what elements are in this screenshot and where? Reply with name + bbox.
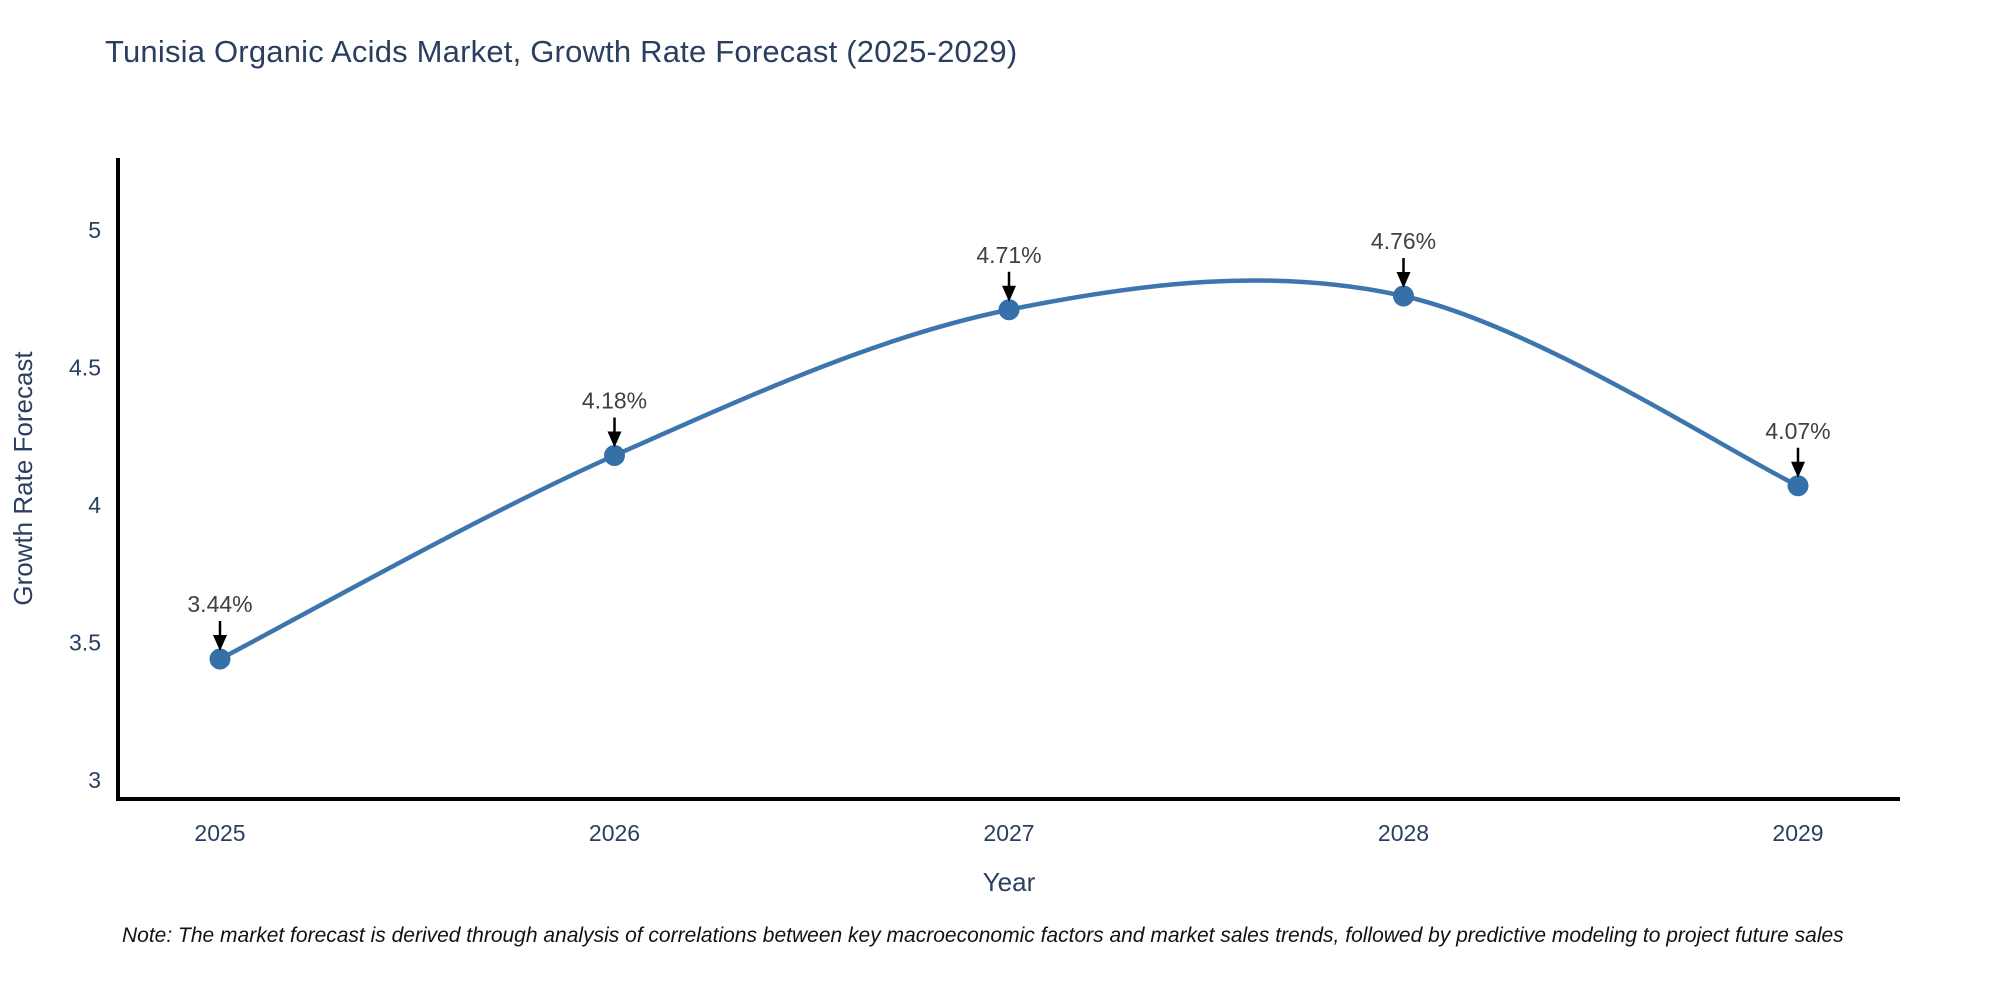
- data-point-marker[interactable]: [998, 299, 1020, 321]
- y-tick-labels: 3 3.5 4 4.5 5: [69, 217, 101, 793]
- forecast-line: [217, 278, 1801, 662]
- y-tick-label: 3: [88, 767, 101, 793]
- data-point-label: 4.07%: [1765, 418, 1830, 444]
- annotation-arrowhead-icon: [213, 635, 227, 651]
- annotation-arrowhead-icon: [1002, 285, 1016, 302]
- data-point-marker[interactable]: [604, 445, 625, 466]
- axes: [116, 158, 1900, 801]
- series-line: [217, 278, 1801, 662]
- data-point-marker[interactable]: [1787, 475, 1809, 497]
- x-tick-label: 2027: [983, 820, 1034, 846]
- x-tick-label: 2028: [1378, 820, 1429, 846]
- data-point-label: 4.71%: [976, 242, 1041, 268]
- y-axis-title: Growth Rate Forecast: [8, 351, 38, 606]
- x-tick-label: 2029: [1772, 820, 1823, 846]
- annotations: 3.44% 4.18% 4.71% 4.76% 4.07%: [187, 228, 1831, 651]
- annotation-arrowhead-icon: [1791, 461, 1805, 478]
- x-tick-label: 2026: [589, 820, 640, 846]
- data-point-marker[interactable]: [1393, 285, 1414, 307]
- y-tick-label: 4: [88, 492, 101, 518]
- chart-title: Tunisia Organic Acids Market, Growth Rat…: [105, 34, 1018, 69]
- y-tick-label: 4.5: [69, 355, 101, 381]
- data-point-label: 3.44%: [187, 591, 252, 617]
- y-tick-label: 3.5: [69, 630, 101, 656]
- data-point-marker[interactable]: [209, 648, 231, 670]
- data-point-label: 4.76%: [1371, 228, 1436, 254]
- y-tick-label: 5: [88, 217, 101, 243]
- x-tick-labels: 2025 2026 2027 2028 2029: [194, 820, 1823, 846]
- footnote-text: Note: The market forecast is derived thr…: [122, 924, 1844, 947]
- x-tick-label: 2025: [194, 820, 245, 846]
- axis-titles: Year Growth Rate Forecast: [8, 351, 1036, 897]
- annotation-arrowhead-icon: [607, 431, 622, 448]
- series-markers: [209, 285, 1809, 670]
- x-axis-title: Year: [983, 867, 1036, 897]
- annotation-arrowhead-icon: [1396, 272, 1411, 288]
- data-point-label: 4.18%: [582, 388, 647, 414]
